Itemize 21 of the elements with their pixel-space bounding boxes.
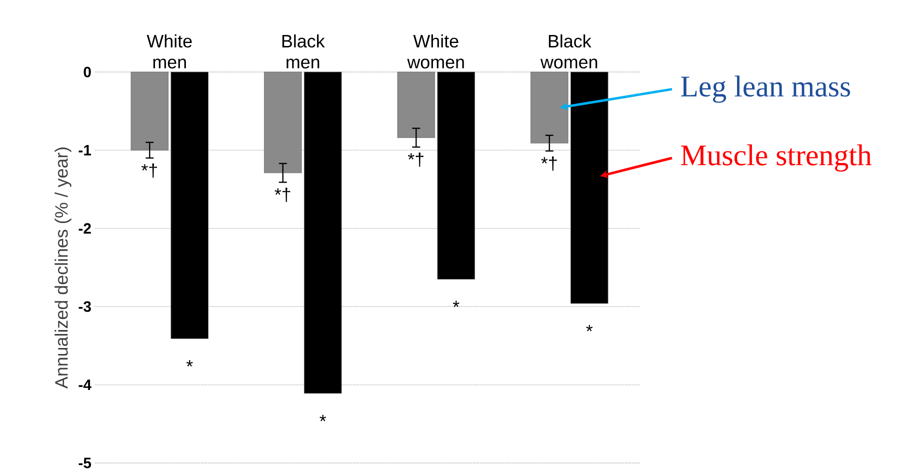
x-tick-label: White women xyxy=(407,34,464,68)
data-label: * xyxy=(320,414,326,422)
y-tick-label: -3 xyxy=(78,301,91,312)
x-tick-label: Black women xyxy=(540,34,598,68)
data-label: * xyxy=(186,360,193,366)
y-tick-label: -4 xyxy=(78,380,92,390)
y-tick-label: -2 xyxy=(78,223,91,234)
data-label: *† xyxy=(141,164,157,178)
text: Leg lean mass xyxy=(681,76,850,103)
y-tick-label: -1 xyxy=(78,145,92,156)
data-label: *† xyxy=(541,156,557,171)
y-axis-title: Annualized declines (% / year) xyxy=(54,148,72,389)
data-label: *† xyxy=(274,188,290,202)
data-label: * xyxy=(586,324,593,332)
x-tick-label: Black men xyxy=(282,34,325,68)
y-tick-label: -5 xyxy=(78,458,92,468)
data-label: * xyxy=(452,300,460,308)
y-tick-label: 0 xyxy=(84,66,91,78)
x-tick-label: White men xyxy=(146,34,192,68)
data-label: *† xyxy=(408,152,424,167)
text: Muscle strength xyxy=(681,144,872,172)
